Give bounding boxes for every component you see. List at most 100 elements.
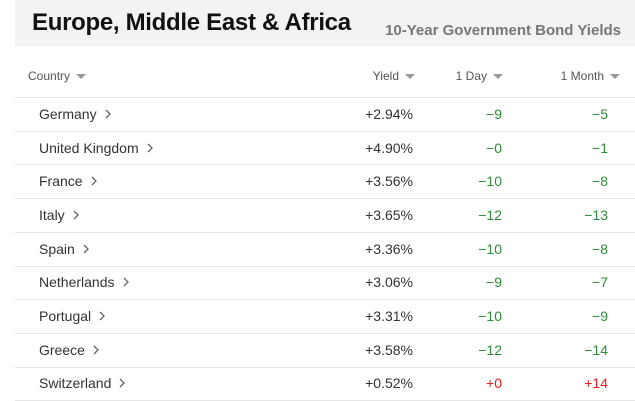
day-change-text: −10 xyxy=(478,173,502,190)
day-change-text: −10 xyxy=(478,240,502,257)
country-link[interactable]: United Kingdom xyxy=(39,140,154,156)
month-change-text: −7 xyxy=(592,274,608,291)
day-change-text: −12 xyxy=(478,341,502,358)
month-change-text: −1 xyxy=(592,139,608,156)
icon xyxy=(123,277,129,287)
yield-text: +3.06% xyxy=(365,274,413,291)
month-change-text: −8 xyxy=(592,240,608,257)
yield-text: +0.52% xyxy=(365,375,413,392)
country-link-text: Greece xyxy=(39,341,85,358)
day-change: −12 xyxy=(478,207,502,223)
country-link[interactable]: Spain xyxy=(39,241,90,257)
yield-text: +3.31% xyxy=(365,308,413,325)
yield: +3.36% xyxy=(365,241,413,257)
day-change-text: +0 xyxy=(486,375,502,392)
country-link[interactable]: Switzerland xyxy=(39,375,126,391)
icon xyxy=(119,378,126,388)
day-change-text: −12 xyxy=(478,206,502,223)
month-change: −13 xyxy=(584,207,608,223)
column-header-text: Country xyxy=(28,69,71,83)
yield: +3.58% xyxy=(365,342,413,358)
country-link-text: Portugal xyxy=(39,308,92,325)
column-header-text: 1 Month xyxy=(560,69,604,83)
day-change: −9 xyxy=(486,106,502,122)
day-change: −0 xyxy=(486,140,502,156)
day-change: −9 xyxy=(486,274,502,290)
country-link-text: Netherlands xyxy=(39,274,115,291)
day-change: −12 xyxy=(478,342,502,358)
yield: +3.06% xyxy=(365,274,413,290)
yield: +0.52% xyxy=(365,375,413,391)
subtitle: 10-Year Government Bond Yields xyxy=(385,22,621,39)
icon xyxy=(105,109,111,119)
column-header[interactable]: 1 Month xyxy=(561,69,620,83)
country-link[interactable]: France xyxy=(39,173,98,189)
row-rule xyxy=(15,366,635,368)
month-change: −5 xyxy=(592,106,608,122)
icon xyxy=(147,143,153,153)
icon xyxy=(76,73,87,79)
header-rule xyxy=(15,97,635,98)
country-link[interactable]: Greece xyxy=(39,342,100,358)
month-change: −14 xyxy=(584,342,608,358)
month-change-text: −13 xyxy=(584,206,608,223)
row-rule xyxy=(15,332,635,334)
month-change-text: −14 xyxy=(584,341,608,358)
icon xyxy=(91,176,97,186)
day-change: +0 xyxy=(486,375,502,391)
row-rule xyxy=(15,164,635,166)
country-link-text: France xyxy=(39,173,83,190)
column-header[interactable]: 1 Day xyxy=(456,69,503,83)
month-change: +14 xyxy=(584,375,608,391)
row-rule xyxy=(15,130,635,132)
yield-text: +3.56% xyxy=(365,173,413,190)
icon xyxy=(99,311,106,321)
icon xyxy=(83,244,89,254)
column-header-text: 1 Day xyxy=(455,69,487,83)
month-change: −8 xyxy=(592,173,608,189)
month-change-text: −5 xyxy=(592,105,608,122)
row-rule xyxy=(15,299,635,301)
row-rule xyxy=(15,231,635,233)
month-change-text: −9 xyxy=(592,308,608,325)
country-link-text: Germany xyxy=(39,105,97,122)
column-header[interactable]: Yield xyxy=(373,69,415,83)
icon xyxy=(610,73,620,79)
header-bar xyxy=(15,0,635,46)
icon xyxy=(73,210,79,220)
icon xyxy=(405,73,415,79)
month-change: −9 xyxy=(592,308,608,324)
yield: +2.94% xyxy=(365,106,413,122)
title: Europe, Middle East & Africa xyxy=(32,9,351,36)
column-header-text: Yield xyxy=(372,69,399,83)
yield: +3.65% xyxy=(365,207,413,223)
column-header[interactable]: Country xyxy=(28,69,87,83)
month-change-text: +14 xyxy=(584,375,608,392)
day-change-text: −0 xyxy=(486,139,502,156)
country-link[interactable]: Germany xyxy=(39,106,112,122)
country-link-text: United Kingdom xyxy=(39,139,139,156)
yield-text: +3.36% xyxy=(365,240,413,257)
day-change: −10 xyxy=(478,308,502,324)
country-link[interactable]: Portugal xyxy=(39,308,106,324)
yield: +4.90% xyxy=(365,140,413,156)
day-change-text: −9 xyxy=(486,105,502,122)
country-link[interactable]: Netherlands xyxy=(39,274,130,290)
month-change-text: −8 xyxy=(592,173,608,190)
day-change-text: −9 xyxy=(486,274,502,291)
month-change: −7 xyxy=(592,274,608,290)
yield-text: +3.65% xyxy=(365,206,413,223)
yield-text: +3.58% xyxy=(365,341,413,358)
yield-text: +2.94% xyxy=(365,105,413,122)
country-link-text: Italy xyxy=(39,206,65,223)
country-link[interactable]: Italy xyxy=(39,207,80,223)
yield: +3.31% xyxy=(365,308,413,324)
icon xyxy=(493,73,503,79)
day-change: −10 xyxy=(478,241,502,257)
yield-text: +4.90% xyxy=(365,139,413,156)
day-change: −10 xyxy=(478,173,502,189)
yield: +3.56% xyxy=(365,173,413,189)
country-link-text: Spain xyxy=(39,240,75,257)
month-change: −8 xyxy=(592,241,608,257)
